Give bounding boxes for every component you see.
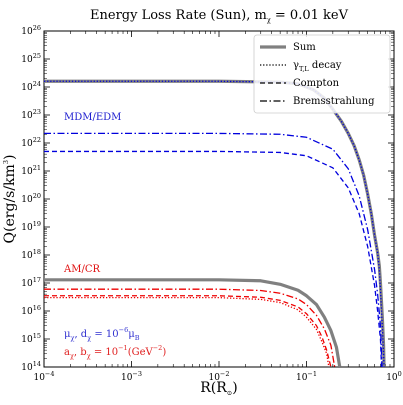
chart-title: Energy Loss Rate (Sun), mχ = 0.01 keV (90, 8, 349, 24)
series-line-amcr-sum (44, 278, 342, 367)
y-tick-label: 1015 (21, 332, 41, 345)
series-line-mdm-compton (44, 150, 383, 367)
y-tick-label: 1022 (21, 136, 41, 149)
y-tick-label: 1025 (21, 52, 41, 65)
mdm-label: MDM/EDM (64, 112, 121, 123)
y-tick-label: 1026 (21, 24, 41, 37)
param-blue: μχ, dχ = 10−6μB (64, 326, 140, 342)
y-tick-label: 1017 (21, 276, 41, 289)
series-layer (44, 79, 386, 367)
svg-text:Q(erg/s/km3): Q(erg/s/km3) (2, 155, 18, 244)
series-line-mdm-brems (44, 132, 383, 367)
x-axis-title: R(R⊙) (200, 380, 237, 397)
y-tick-labels: 1014 1015 1016 1017 1018 1019 1020 1021 1022 1023… (21, 24, 41, 373)
amcr-label: AM/CR (63, 264, 100, 275)
x-tick-label: 10−2 (208, 370, 229, 383)
series-line-amcr-compton (44, 295, 332, 367)
x-tick-label: 100 (386, 370, 402, 383)
x-tick-labels: 10−4 10−3 10−2 10−1 100 (33, 370, 401, 383)
y-tick-label: 1019 (21, 220, 41, 233)
y-tick-label: 1018 (21, 248, 41, 261)
legend-label-sum: Sum (293, 42, 316, 53)
x-tick-label: 10−3 (121, 370, 142, 383)
param-red: aχ, bχ = 10−1(GeV−2) (64, 344, 166, 360)
series-line-mdm-decay (44, 80, 385, 367)
axis-ticks (43, 30, 395, 368)
y-tick-label: 1016 (21, 304, 41, 317)
legend-label-compton: Compton (293, 78, 340, 89)
y-tick-label: 1014 (21, 360, 41, 373)
legend-label-decay: γT,L decay (293, 60, 342, 73)
y-axis-title: Q(erg/s/km3) · (0, 155, 18, 259)
y-tick-label: 1021 (21, 164, 41, 177)
legend: Sum γT,L decay Compton Bremsstrahlung (253, 34, 391, 114)
series-line-mdm-sum (44, 79, 386, 367)
series-line-amcr-brems (44, 288, 336, 367)
series-line-amcr-decay (44, 296, 330, 367)
legend-label-brems: Bremsstrahlung (293, 96, 375, 107)
x-tick-label: 10−1 (296, 370, 317, 383)
y-tick-label: 1023 (21, 108, 41, 121)
y-tick-label: 1024 (21, 80, 41, 93)
legend-box (253, 34, 391, 114)
x-tick-label: 10−4 (33, 370, 54, 383)
y-tick-label: 1020 (21, 192, 41, 205)
ydot-mark: · (0, 255, 6, 259)
